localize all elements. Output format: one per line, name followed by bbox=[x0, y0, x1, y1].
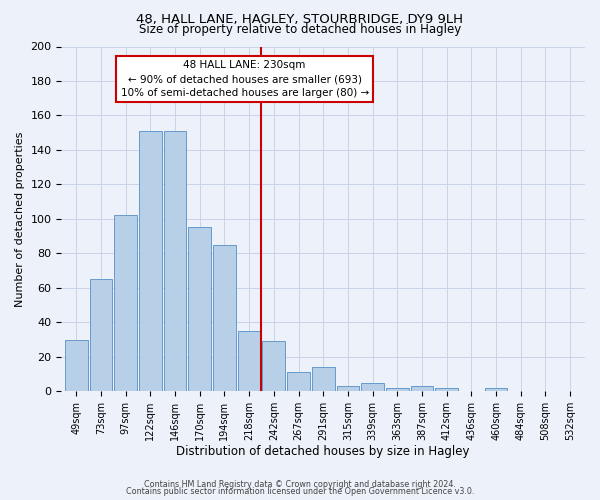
Bar bbox=[188, 228, 211, 391]
Bar bbox=[386, 388, 409, 391]
Bar bbox=[114, 216, 137, 391]
Bar bbox=[361, 382, 384, 391]
Bar bbox=[139, 131, 161, 391]
Text: Size of property relative to detached houses in Hagley: Size of property relative to detached ho… bbox=[139, 22, 461, 36]
X-axis label: Distribution of detached houses by size in Hagley: Distribution of detached houses by size … bbox=[176, 444, 470, 458]
Bar bbox=[436, 388, 458, 391]
Bar bbox=[410, 386, 433, 391]
Bar bbox=[287, 372, 310, 391]
Bar bbox=[89, 279, 112, 391]
Bar bbox=[337, 386, 359, 391]
Bar bbox=[312, 367, 335, 391]
Text: Contains public sector information licensed under the Open Government Licence v3: Contains public sector information licen… bbox=[126, 487, 474, 496]
Y-axis label: Number of detached properties: Number of detached properties bbox=[15, 131, 25, 306]
Bar bbox=[65, 340, 88, 391]
Text: Contains HM Land Registry data © Crown copyright and database right 2024.: Contains HM Land Registry data © Crown c… bbox=[144, 480, 456, 489]
Text: 48, HALL LANE, HAGLEY, STOURBRIDGE, DY9 9LH: 48, HALL LANE, HAGLEY, STOURBRIDGE, DY9 … bbox=[137, 12, 464, 26]
Bar bbox=[262, 341, 285, 391]
Text: 48 HALL LANE: 230sqm
← 90% of detached houses are smaller (693)
10% of semi-deta: 48 HALL LANE: 230sqm ← 90% of detached h… bbox=[121, 60, 369, 98]
Bar bbox=[213, 244, 236, 391]
Bar bbox=[164, 131, 187, 391]
Bar bbox=[238, 331, 260, 391]
Bar bbox=[485, 388, 508, 391]
